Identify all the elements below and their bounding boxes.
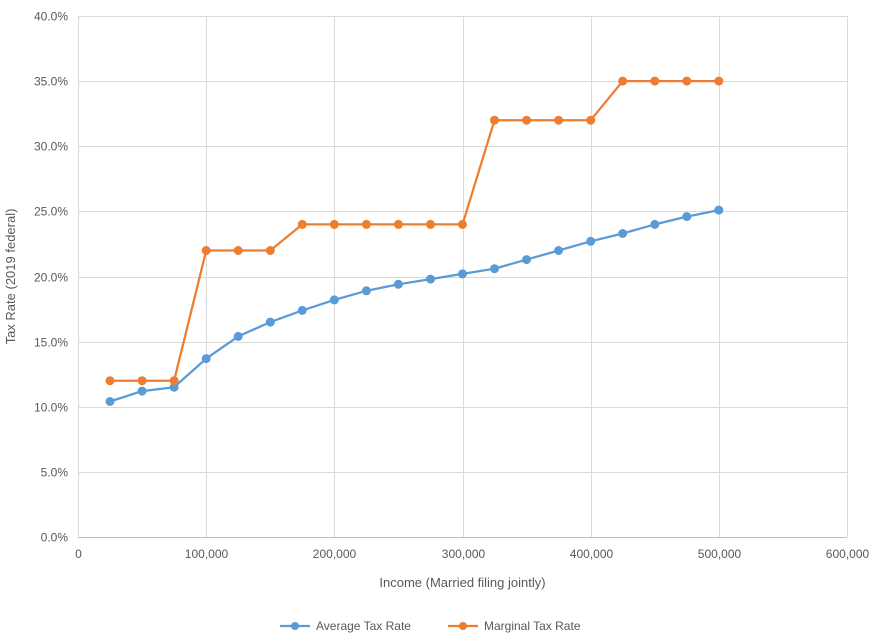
data-point	[682, 76, 692, 86]
x-tick-label: 400,000	[570, 547, 614, 561]
data-point	[458, 269, 467, 279]
data-point	[490, 115, 499, 125]
data-point	[233, 331, 243, 341]
x-tick-label: 200,000	[313, 547, 357, 561]
data-point	[522, 255, 532, 265]
data-point	[490, 264, 499, 274]
series-average-tax-rate	[105, 205, 724, 406]
legend: Average Tax Rate Marginal Tax Rate	[280, 619, 581, 633]
x-tick-label: 100,000	[185, 547, 229, 561]
y-tick-label: 20.0%	[34, 271, 68, 285]
data-point	[329, 219, 339, 229]
data-point	[522, 115, 532, 125]
x-tick-label: 600,000	[826, 547, 870, 561]
y-tick-label: 15.0%	[34, 336, 68, 350]
series-lines	[105, 76, 724, 406]
legend-item-average-tax-rate: Average Tax Rate	[280, 619, 411, 633]
x-tick-label: 500,000	[698, 547, 742, 561]
data-point	[554, 115, 564, 125]
x-tick-label: 0	[75, 547, 82, 561]
data-point	[233, 246, 243, 255]
data-point	[137, 376, 147, 386]
data-point	[297, 305, 307, 315]
data-point	[426, 274, 435, 284]
y-tick-label: 25.0%	[34, 205, 68, 219]
data-point	[618, 76, 628, 86]
y-tick-label: 5.0%	[41, 466, 69, 480]
data-point	[650, 219, 660, 229]
data-point	[458, 219, 467, 229]
data-point	[650, 76, 660, 86]
y-tick-label: 10.0%	[34, 401, 68, 415]
legend-label: Marginal Tax Rate	[484, 619, 581, 633]
data-point	[265, 246, 275, 255]
data-point	[361, 286, 371, 296]
data-point	[201, 246, 211, 255]
y-tick-label: 40.0%	[34, 10, 68, 24]
x-axis-title: Income (Married filing jointly)	[379, 575, 545, 590]
y-tick-label: 35.0%	[34, 75, 68, 89]
series-marginal-tax-rate	[105, 76, 724, 386]
data-point	[554, 246, 564, 255]
data-point	[361, 219, 371, 229]
x-tick-label: 300,000	[442, 547, 486, 561]
data-point	[201, 354, 211, 364]
series-line	[108, 79, 720, 382]
data-point	[714, 205, 724, 215]
data-point	[297, 219, 307, 229]
gridlines	[78, 16, 848, 537]
data-point	[105, 376, 115, 386]
y-tick-label: 30.0%	[34, 140, 68, 154]
data-point	[393, 279, 403, 289]
data-point	[586, 236, 596, 246]
data-point	[714, 76, 724, 86]
legend-marker	[291, 622, 299, 630]
data-point	[105, 397, 115, 406]
data-point	[618, 229, 628, 238]
legend-marker	[459, 622, 467, 630]
data-point	[329, 295, 339, 305]
data-point	[426, 219, 435, 229]
legend-label: Average Tax Rate	[316, 619, 411, 633]
data-point	[265, 317, 275, 327]
series-line	[108, 208, 720, 403]
y-axis-title: Tax Rate (2019 federal)	[3, 209, 18, 345]
data-point	[682, 212, 692, 222]
data-point	[586, 115, 596, 125]
legend-item-marginal-tax-rate: Marginal Tax Rate	[448, 619, 581, 633]
tick-labels: 0.0% 5.0% 10.0% 15.0% 20.0% 25.0% 30.0% 35.0% 40…	[34, 10, 870, 562]
data-point	[393, 219, 403, 229]
data-point	[169, 376, 179, 386]
data-point	[137, 386, 147, 396]
y-tick-label: 0.0%	[41, 531, 69, 545]
